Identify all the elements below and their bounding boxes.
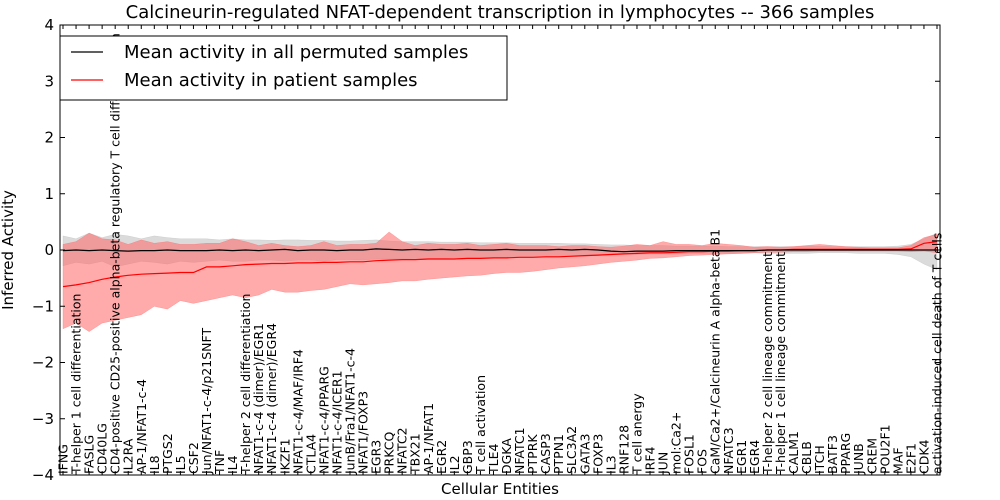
x-category-label: CALM1 [786, 431, 801, 474]
y-tick-label: −1 [32, 297, 54, 315]
x-category-label: NFATC1 [512, 427, 527, 474]
x-category-label: mol:Ca2+ [669, 412, 684, 474]
x-category-label: FOS [695, 449, 710, 474]
legend: Mean activity in all permuted samples Mea… [59, 35, 508, 101]
x-category-label: CREM [864, 438, 879, 474]
x-category-label: PTGS2 [160, 433, 175, 474]
x-category-label: NFAT1-c-4 (dimer)/EGR1 [251, 323, 266, 474]
x-category-label: T cell activation [473, 375, 488, 475]
y-tick-label: −2 [32, 354, 54, 372]
x-category-label: JUNB [851, 443, 866, 475]
x-category-label: IL2RA [121, 438, 136, 474]
x-category-label: CD4-positive CD25-positive alpha-beta re… [108, 33, 123, 474]
x-category-label: CTLA4 [303, 434, 318, 474]
x-category-label: NFAT1-c-4/ICER1 [329, 370, 344, 474]
x-category-label: CD40LG [95, 423, 110, 474]
x-category-label: GBP3 [460, 440, 475, 474]
x-category-label: POU2F1 [877, 424, 892, 474]
chart-title: Calcineurin-regulated NFAT-dependent tra… [126, 2, 875, 23]
x-category-label: T-helper 2 cell differentiation [238, 294, 253, 475]
x-category-label: IL8 [147, 455, 162, 474]
x-category-label: EGR4 [747, 440, 762, 474]
x-category-label: IRF4 [643, 446, 658, 474]
legend-entry: Mean activity in all permuted samples [124, 42, 468, 63]
x-category-label: NFAT1-c-4 (dimer)/EGR4 [264, 323, 279, 474]
y-tick-label: 2 [44, 129, 54, 147]
x-category-label: IL5 [173, 455, 188, 474]
x-category-label: TNF [212, 450, 227, 475]
x-category-label: Jun/NFAT1-c-4/p21SNFT [199, 328, 214, 475]
x-category-label: EGR1 [734, 440, 749, 474]
x-category-label: T-helper 1 cell lineage commitment [773, 252, 788, 475]
x-category-label: BATF3 [825, 435, 840, 474]
x-category-label: PTPN1 [551, 434, 566, 474]
x-category-label: NFAT1-c-4/MAF/IRF4 [290, 349, 305, 474]
x-category-label: AP-1/NFAT1 [421, 403, 436, 474]
x-category-label: NFATC2 [395, 427, 410, 474]
legend-box [59, 35, 508, 101]
x-category-label: CASP3 [538, 433, 553, 474]
x-category-label: EGR3 [369, 440, 384, 474]
x-category-label: RNF128 [616, 425, 631, 474]
x-category-label: IKZF1 [277, 438, 292, 474]
x-category-label: T cell anergy [630, 393, 645, 475]
x-category-label: PTPRK [525, 434, 540, 474]
x-category-label: ITCH [812, 445, 827, 474]
x-category-label: PRKCQ [382, 432, 397, 474]
x-category-label: AP-1/NFAT1-c-4 [134, 379, 149, 474]
series-line-permuted [62, 248, 937, 253]
y-tick-label: 1 [44, 185, 54, 203]
x-category-label: FOSL1 [682, 434, 697, 474]
y-tick-label: −3 [32, 410, 54, 428]
legend-entry: Mean activity in patient samples [124, 70, 418, 91]
x-category-label: CaM/Ca2+/Calcineurin A alpha-beta B1 [708, 229, 723, 474]
x-category-label: activation-induced cell death of T cells [930, 233, 945, 474]
y-tick-label: 4 [44, 16, 54, 34]
x-category-label: JUN [656, 452, 671, 475]
x-category-label: CBLB [799, 441, 814, 474]
x-category-label: T-helper 1 cell differentiation [69, 294, 84, 475]
x-category-label: TLE4 [486, 444, 501, 475]
x-category-label: PPARG [838, 433, 853, 474]
y-tick-label: 0 [44, 241, 54, 259]
x-category-label: IL4 [225, 455, 240, 474]
x-category-label: MAF [890, 447, 905, 474]
x-category-label: IFNG [56, 444, 71, 474]
x-category-label: EGR2 [434, 440, 449, 474]
x-category-label: CSF2 [186, 442, 201, 474]
x-axis-label: Cellular Entities [441, 480, 559, 498]
x-category-label: SLC3A2 [564, 426, 579, 474]
x-category-label: NFAT1/FOXP3 [356, 391, 371, 474]
x-category-label: E2F1 [903, 443, 918, 474]
x-category-label: JunB/Fra1/NFAT1-c-4 [343, 348, 358, 475]
y-tick-label: 3 [44, 72, 54, 90]
x-category-label: DGKA [499, 438, 514, 474]
x-category-label: T-helper 2 cell lineage commitment [760, 252, 775, 475]
x-category-label: IL2 [447, 455, 462, 474]
y-tick-label: −4 [32, 466, 54, 484]
x-category-label: GATA3 [577, 434, 592, 474]
x-category-label: IL3 [603, 455, 618, 474]
x-category-label: FOXP3 [590, 434, 605, 474]
x-category-label: FASLG [82, 435, 97, 474]
x-category-label: NFATC3 [721, 427, 736, 474]
y-axis-label: Inferred Activity [0, 190, 17, 310]
x-category-label: TBX21 [408, 433, 423, 475]
x-category-label: CDK4 [917, 439, 932, 474]
x-category-label: NFAT1-c-4/PPARG [316, 366, 331, 474]
band-patient [62, 231, 938, 332]
